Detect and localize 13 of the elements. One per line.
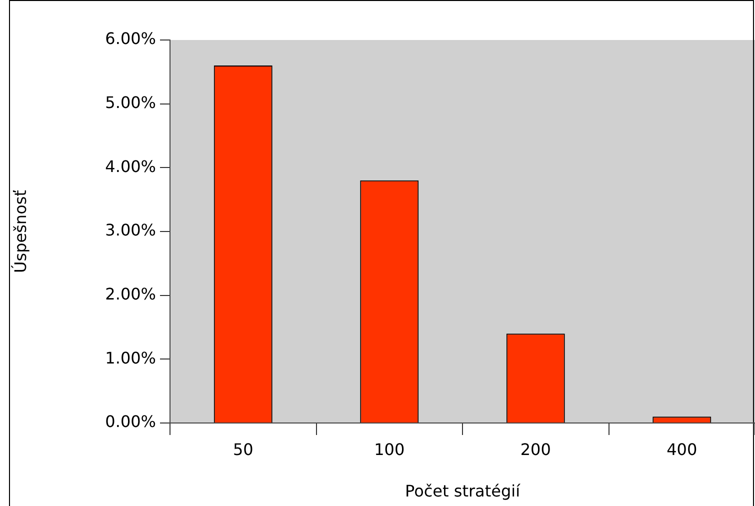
x-tick-label: 100	[374, 440, 405, 459]
y-tick-label: 0.00%	[105, 412, 156, 432]
x-axis-title: Počet stratégií	[404, 482, 521, 501]
x-tick-label: 400	[666, 440, 698, 459]
y-tick-label: 2.00%	[105, 284, 156, 304]
y-axis-title: Úspešnosť	[10, 190, 30, 273]
y-tick-label: 6.00%	[105, 29, 156, 48]
x-tick-label: 200	[520, 440, 551, 459]
y-tick-label: 1.00%	[105, 348, 156, 368]
y-tick-label: 4.00%	[105, 156, 156, 176]
y-tick-label: 5.00%	[105, 92, 156, 112]
y-tick-label: 3.00%	[105, 220, 156, 240]
x-tick-label: 50	[232, 440, 254, 459]
